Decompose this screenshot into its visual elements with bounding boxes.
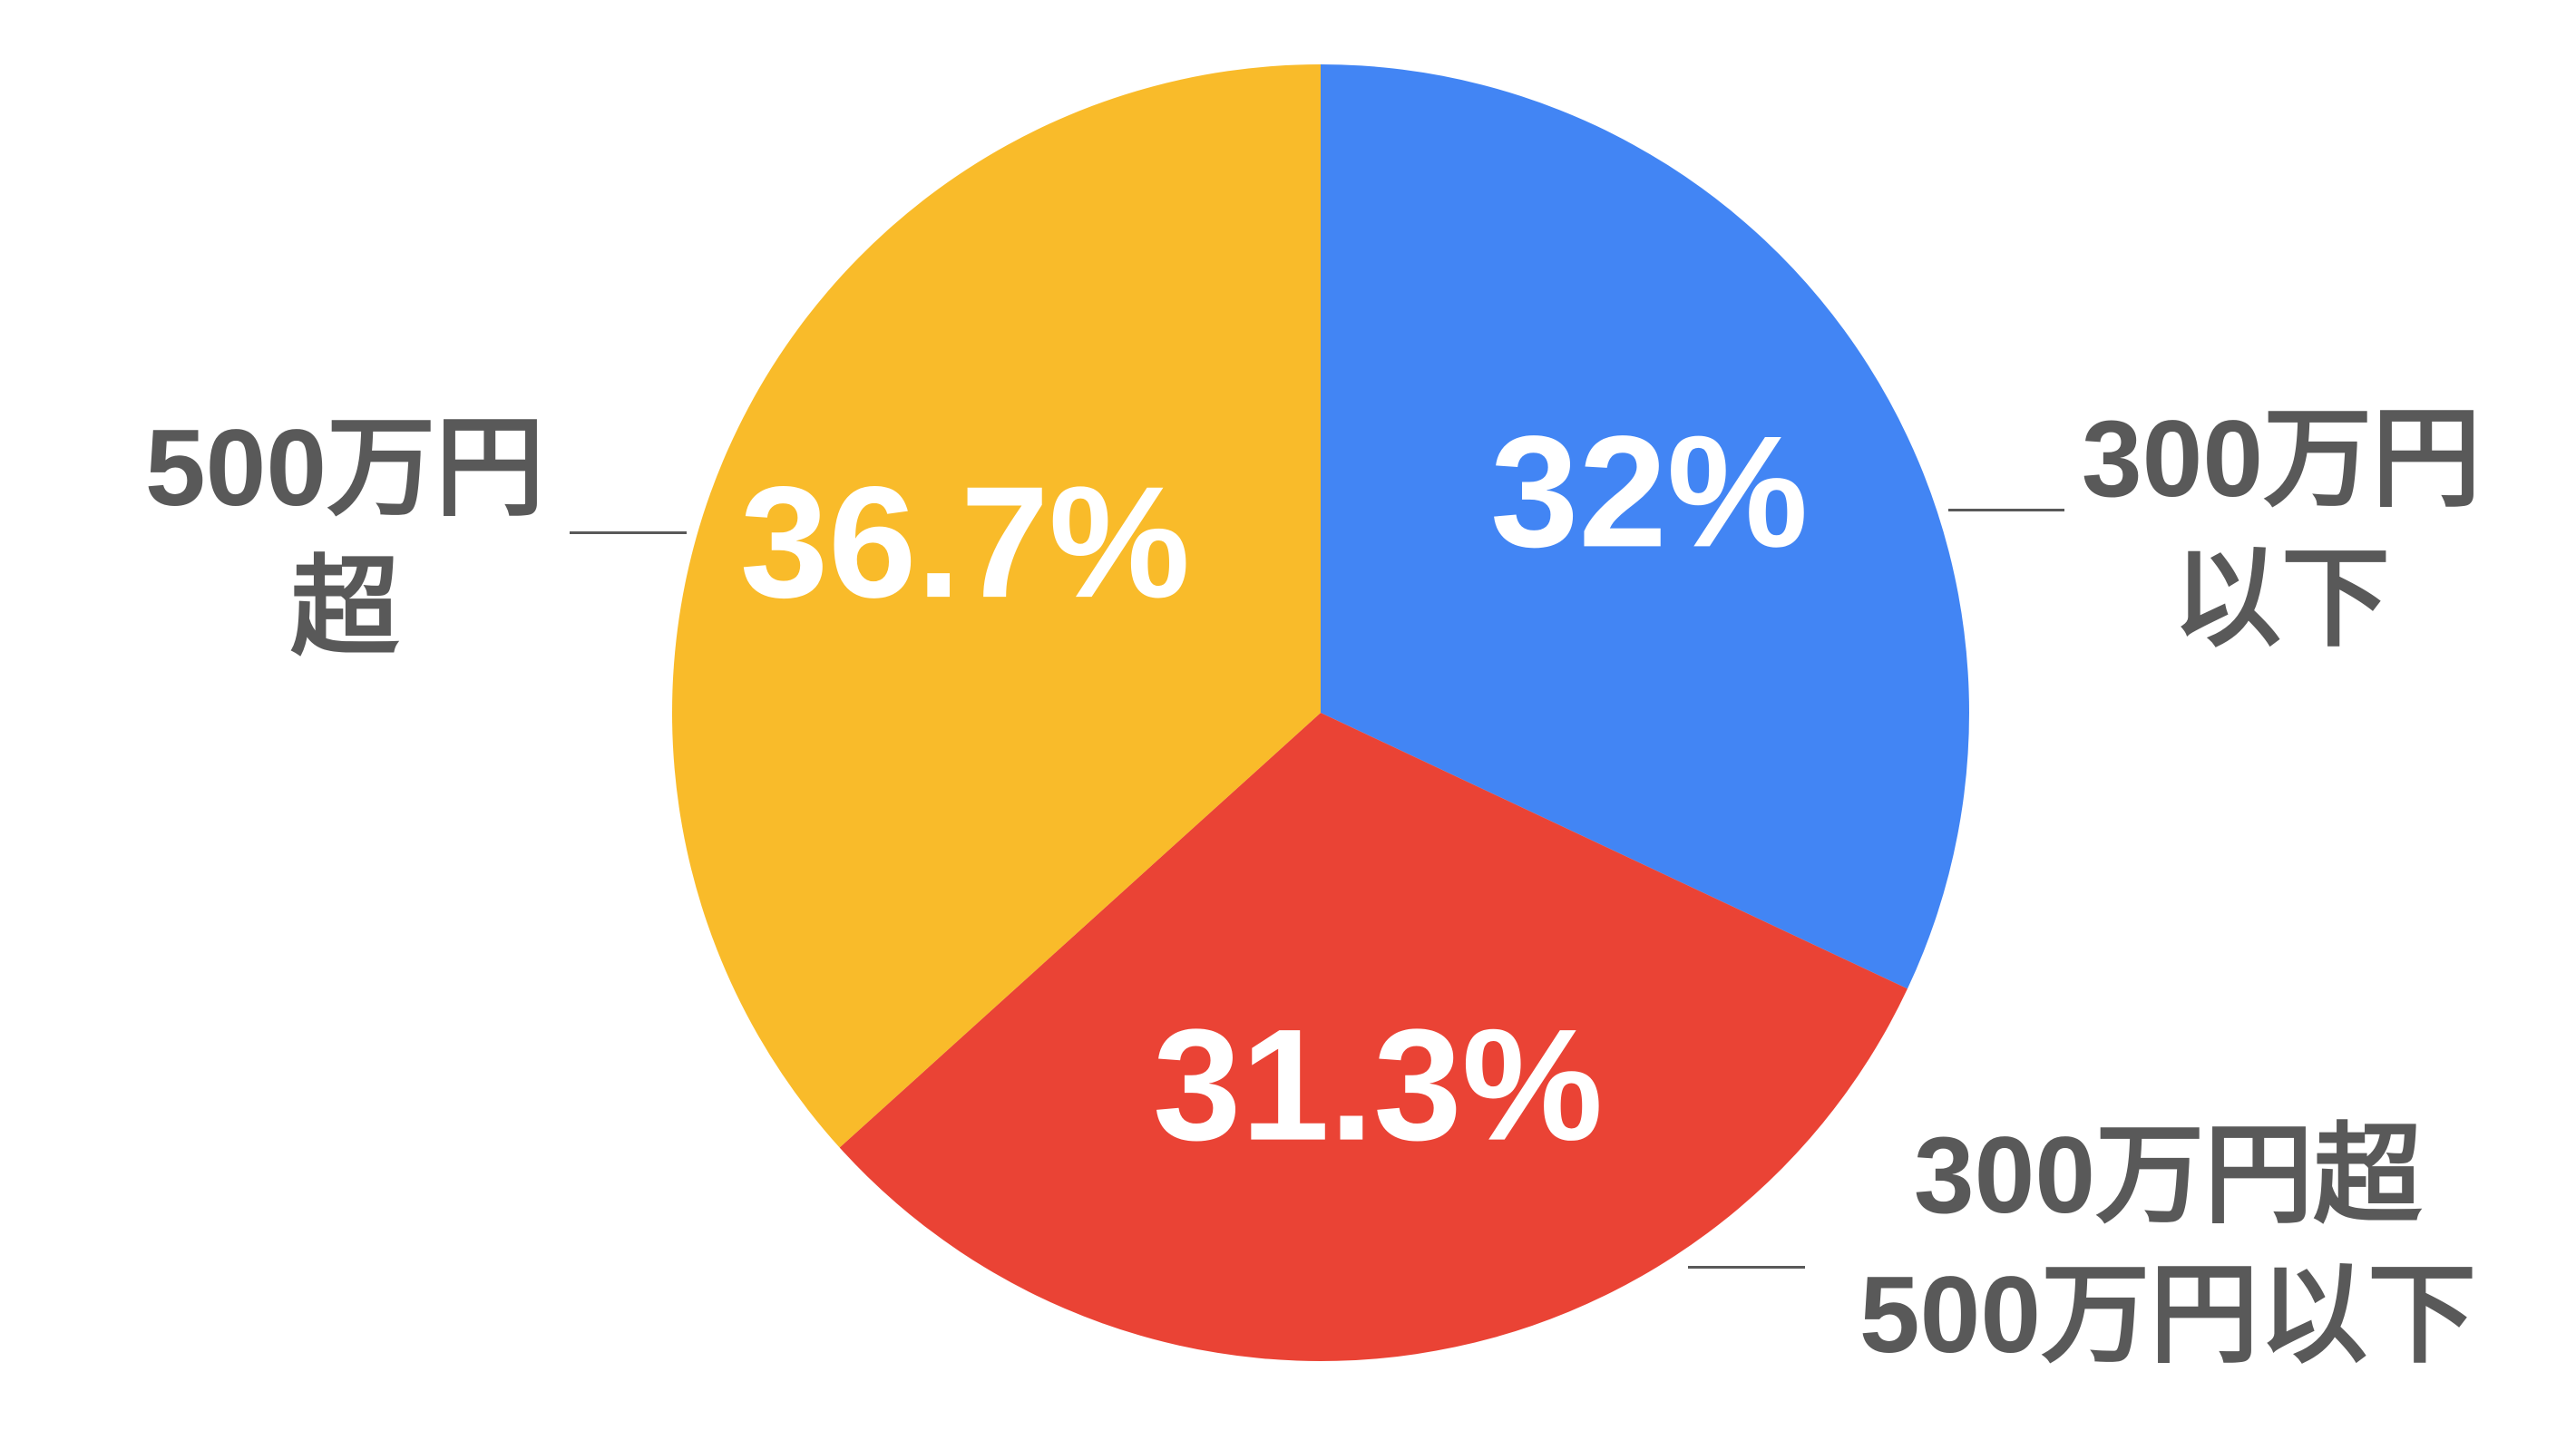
slice-label: 300万円超500万円以下: [1859, 1114, 2477, 1376]
pie-slice: [1321, 64, 1969, 989]
value-label: 32%: [1490, 404, 1808, 580]
leader-line: [570, 531, 687, 534]
leader-line: [1948, 509, 2064, 511]
leader-line: [1688, 1266, 1805, 1269]
value-label: 31.3%: [1153, 997, 1603, 1174]
value-label: 36.7%: [740, 454, 1190, 631]
pie-slice: [672, 64, 1321, 1148]
pie-slice: [839, 713, 1908, 1361]
slice-label: 500万円超: [144, 407, 545, 668]
slice-label: 300万円以下: [2081, 398, 2482, 659]
